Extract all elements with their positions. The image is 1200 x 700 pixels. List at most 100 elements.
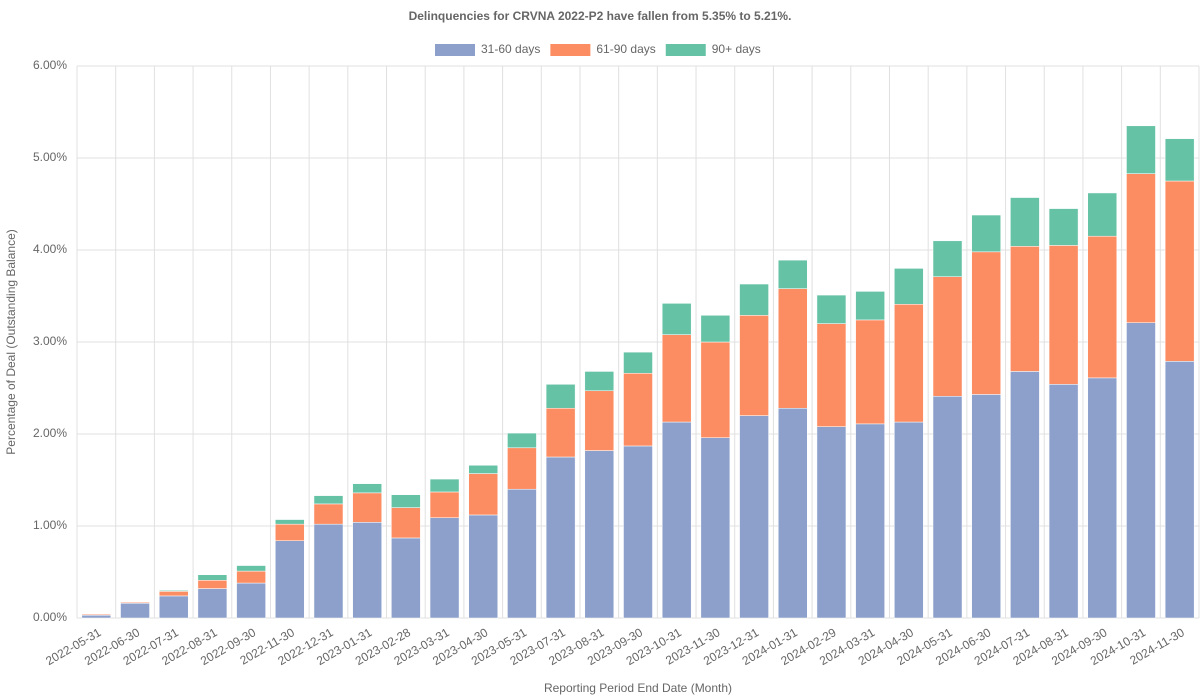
bar-segment [584, 450, 615, 619]
y-tick-label: 5.00% [33, 150, 67, 164]
bar-segment [1048, 384, 1079, 619]
bar-segment [197, 588, 228, 619]
bar-segment [1164, 180, 1195, 362]
bar-segment [197, 574, 228, 581]
y-tick-label: 3.00% [33, 334, 67, 348]
bar-segment [894, 304, 924, 423]
bar-segment [855, 291, 885, 321]
bar-segment [507, 447, 537, 490]
bar-segment [1126, 125, 1156, 174]
bar-segment [391, 494, 421, 508]
bar-segment [429, 517, 460, 619]
bar-segment [236, 570, 266, 584]
bar-segment [623, 445, 653, 619]
bar-segment [1010, 246, 1040, 372]
bar-segment [584, 390, 615, 451]
bar-segment [545, 456, 576, 619]
bar-segment [1126, 322, 1156, 619]
bar-segment [661, 334, 692, 423]
bar-segment [429, 491, 460, 518]
bar-segment [1010, 371, 1040, 619]
legend-label: 61-90 days [596, 42, 655, 56]
bar-segment [1126, 173, 1156, 323]
bar-segment [352, 492, 382, 523]
x-axis-title: Reporting Period End Date (Month) [544, 681, 732, 695]
bar-segment [700, 341, 731, 438]
bar-segment [391, 537, 421, 619]
bar-segment [932, 240, 963, 277]
bar-segment [275, 519, 305, 525]
bar-segment [468, 465, 498, 474]
bar-segment [313, 503, 344, 525]
bar-segment [894, 421, 924, 619]
bar-segment [236, 565, 266, 572]
bar-segment [1048, 208, 1079, 246]
bar-segment [81, 614, 112, 616]
legend-label: 90+ days [712, 42, 761, 56]
bar-segment [932, 276, 963, 397]
bar-segment [700, 315, 731, 343]
bar-segment [236, 582, 266, 619]
bar-segment [894, 268, 924, 305]
bar-segment [429, 478, 460, 493]
bar-segment [661, 303, 692, 335]
legend-swatch [550, 44, 591, 56]
bar-segment [313, 523, 344, 619]
y-tick-label: 0.00% [33, 610, 67, 624]
bar-segment [932, 396, 963, 619]
bar-segment [971, 251, 1001, 395]
bar-segment [352, 522, 382, 619]
y-tick-label: 4.00% [33, 242, 67, 256]
bar-segment [1087, 377, 1118, 619]
legend-label: 31-60 days [481, 42, 540, 56]
bar-segment [158, 595, 189, 619]
bar-segment [158, 591, 189, 597]
bar-segment [816, 323, 847, 427]
chart-title: Delinquencies for CRVNA 2022-P2 have fal… [409, 9, 792, 23]
bar-segment [391, 507, 421, 539]
bar-segment [1087, 192, 1118, 237]
bar-segment [623, 351, 653, 374]
y-axis-title: Percentage of Deal (Outstanding Balance) [4, 229, 18, 454]
bar-segment [158, 590, 189, 592]
bar-segment [816, 426, 847, 619]
bar-segment [1164, 361, 1195, 619]
bar-segment [739, 283, 769, 316]
bar-segment [739, 415, 769, 619]
bar-segment [197, 580, 228, 589]
legend-swatch [665, 44, 706, 56]
legend-swatch [435, 44, 475, 56]
bar-segment [661, 421, 692, 619]
bar-segment [778, 407, 808, 619]
bar-segment [1048, 245, 1079, 385]
bar-segment [468, 473, 498, 516]
bar-segment [584, 371, 615, 392]
bar-segment [468, 514, 498, 619]
bar-segment [1164, 138, 1195, 182]
bar-segment [816, 294, 847, 324]
bar-segment [545, 407, 576, 458]
bar-segment [1010, 197, 1040, 247]
bar-segment [120, 602, 150, 604]
bar-segment [778, 288, 808, 409]
bar-segment [855, 319, 885, 425]
bar-segment [275, 540, 305, 619]
bar-segment [700, 437, 731, 619]
bar-segment [81, 614, 112, 619]
bar-segment [507, 488, 537, 619]
bar-segment [545, 384, 576, 409]
bar-segment [971, 214, 1001, 253]
bar-segment [507, 432, 537, 449]
bar-segment [352, 483, 382, 494]
bar-segment [120, 603, 150, 619]
bar-segment [778, 259, 808, 289]
bar-segment [275, 523, 305, 541]
bar-segment [971, 394, 1001, 619]
y-tick-label: 2.00% [33, 426, 67, 440]
bar-segment [623, 373, 653, 447]
bar-segment [855, 423, 885, 619]
y-tick-label: 6.00% [33, 58, 67, 72]
bar-segment [313, 495, 344, 505]
y-tick-label: 1.00% [33, 518, 67, 532]
